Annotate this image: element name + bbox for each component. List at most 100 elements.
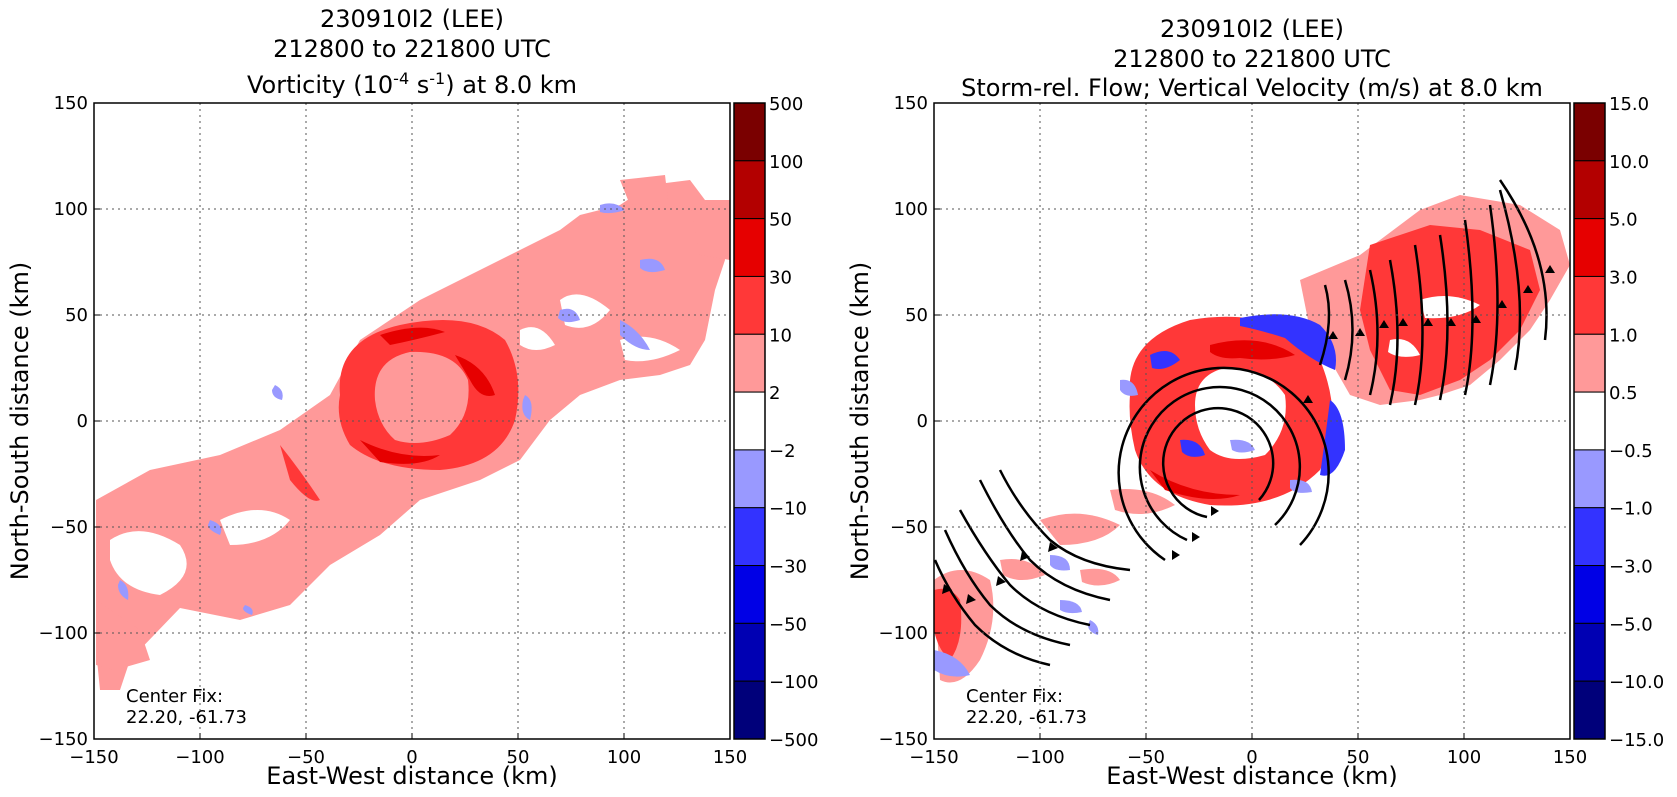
left-xlabel: East-West distance (km) xyxy=(266,762,557,790)
right-grid xyxy=(934,103,1570,739)
colorbar-frame xyxy=(733,102,766,740)
right-center-fix-value: 22.20, -61.73 xyxy=(966,707,1087,728)
colorbar-level-label: 1.0 xyxy=(1609,325,1638,346)
colorbar-level-label: −0.5 xyxy=(1609,441,1653,462)
y-tick-label: 0 xyxy=(917,411,928,432)
colorbar-level-label: −2 xyxy=(769,441,796,462)
colorbar-swatch xyxy=(1573,102,1606,162)
colorbar-swatch xyxy=(733,449,766,509)
left-title-line-1: 230910I2 (LEE) xyxy=(320,5,504,33)
right-title-line-3: Storm-rel. Flow; Vertical Velocity (m/s)… xyxy=(961,74,1543,102)
right-ylabel: North-South distance (km) xyxy=(846,262,874,581)
x-tick-label: −150 xyxy=(69,747,118,768)
x-tick-label: −100 xyxy=(175,747,224,768)
right-xlabel: East-West distance (km) xyxy=(1106,762,1397,790)
right-x-ticks: −150 −100 −50 0 50 100 150 xyxy=(909,733,1587,768)
x-tick-label: 0 xyxy=(1246,747,1257,768)
x-tick-label: 0 xyxy=(406,747,417,768)
left-grid xyxy=(94,103,730,739)
colorbar-swatch xyxy=(1573,680,1606,740)
vertical-velocity-panel: 230910I2 (LEE) 212800 to 221800 UTC Stor… xyxy=(846,15,1664,790)
left-ylabel: North-South distance (km) xyxy=(6,262,34,581)
right-center-fix-label: Center Fix: xyxy=(966,686,1063,707)
x-tick-label: −50 xyxy=(287,747,325,768)
left-colorbar: 500 100 50 30 10 2 −2 −10 −30 −50 −100 −500 xyxy=(733,94,818,751)
x-tick-label: 150 xyxy=(713,747,747,768)
colorbar-level-label: 30 xyxy=(769,267,792,288)
y-tick-label: 50 xyxy=(65,305,88,326)
colorbar-swatch xyxy=(1573,218,1606,277)
y-tick-label: 150 xyxy=(894,93,928,114)
colorbar-level-label: 100 xyxy=(769,152,803,173)
colorbar-swatch xyxy=(1573,565,1606,624)
y-tick-label: −150 xyxy=(39,729,88,750)
y-tick-label: 50 xyxy=(905,305,928,326)
colorbar-level-label: −15.0 xyxy=(1609,730,1664,751)
colorbar-swatch xyxy=(1573,449,1606,509)
colorbar-swatch xyxy=(733,565,766,624)
left-title-line-2: 212800 to 221800 UTC xyxy=(273,35,551,63)
vorticity-region-ring xyxy=(338,320,519,470)
x-tick-label: −100 xyxy=(1015,747,1064,768)
y-tick-label: −150 xyxy=(879,729,928,750)
colorbar-swatch xyxy=(733,507,766,567)
y-tick-label: 100 xyxy=(54,199,88,220)
colorbar-level-label: −5.0 xyxy=(1609,614,1653,635)
colorbar-swatch xyxy=(733,622,766,682)
colorbar-level-label: 5.0 xyxy=(1609,210,1638,231)
right-title-line-1: 230910I2 (LEE) xyxy=(1160,15,1344,43)
x-tick-label: 50 xyxy=(1347,747,1370,768)
colorbar-level-label: −3.0 xyxy=(1609,557,1653,578)
colorbar-swatch xyxy=(1573,507,1606,567)
left-x-ticks: −150 −100 −50 0 50 100 150 xyxy=(69,733,747,768)
colorbar-level-label: −1.0 xyxy=(1609,499,1653,520)
colorbar-level-label: 2 xyxy=(769,383,780,404)
colorbar-level-label: −50 xyxy=(769,614,807,635)
vorticity-panel: 230910I2 (LEE) 212800 to 221800 UTC Vort… xyxy=(6,5,818,790)
colorbar-level-label: −500 xyxy=(769,730,818,751)
colorbar-level-label: 15.0 xyxy=(1609,94,1649,115)
y-tick-label: 150 xyxy=(54,93,88,114)
x-tick-label: 100 xyxy=(607,747,641,768)
colorbar-level-label: −10.0 xyxy=(1609,672,1664,693)
right-colorbar: 15.0 10.0 5.0 3.0 1.0 0.5 −0.5 −1.0 −3.0 −5.0 −10.… xyxy=(1573,94,1664,751)
left-center-fix-value: 22.20, -61.73 xyxy=(126,707,247,728)
y-tick-label: −50 xyxy=(50,517,88,538)
y-tick-label: −50 xyxy=(890,517,928,538)
x-tick-label: −50 xyxy=(1127,747,1165,768)
streamline-arrows xyxy=(942,265,1555,604)
colorbar-level-label: −100 xyxy=(769,672,818,693)
colorbar-swatch xyxy=(1573,622,1606,682)
y-tick-label: −100 xyxy=(39,623,88,644)
left-y-ticks: −150 −100 −50 0 50 100 150 xyxy=(39,93,100,750)
colorbar-swatch xyxy=(1573,275,1606,335)
left-title-line-3: Vorticity (10-4 s-1) at 8.0 km xyxy=(247,69,577,99)
colorbar-frame xyxy=(1573,102,1606,740)
colorbar-swatch xyxy=(733,333,766,393)
colorbar-swatch xyxy=(733,218,766,277)
colorbar-swatch xyxy=(733,160,766,220)
colorbar-swatch xyxy=(733,102,766,162)
colorbar-swatch xyxy=(1573,391,1606,451)
colorbar-swatch xyxy=(733,391,766,451)
x-tick-label: −150 xyxy=(909,747,958,768)
vorticity-region-negative xyxy=(600,203,625,214)
x-tick-label: 100 xyxy=(1447,747,1481,768)
x-tick-label: 150 xyxy=(1553,747,1587,768)
colorbar-level-label: 50 xyxy=(769,210,792,231)
colorbar-swatch xyxy=(733,680,766,740)
y-tick-label: 100 xyxy=(894,199,928,220)
right-y-ticks: −150 −100 −50 0 50 100 150 xyxy=(879,93,940,750)
colorbar-level-label: 0.5 xyxy=(1609,383,1638,404)
colorbar-level-label: 10.0 xyxy=(1609,152,1649,173)
colorbar-swatch xyxy=(1573,333,1606,393)
y-tick-label: −100 xyxy=(879,623,928,644)
colorbar-level-label: 10 xyxy=(769,325,792,346)
colorbar-level-label: 3.0 xyxy=(1609,267,1638,288)
colorbar-level-label: 500 xyxy=(769,94,803,115)
colorbar-level-label: −10 xyxy=(769,499,807,520)
colorbar-swatch xyxy=(1573,160,1606,220)
y-tick-label: 0 xyxy=(77,411,88,432)
left-center-fix-label: Center Fix: xyxy=(126,686,223,707)
